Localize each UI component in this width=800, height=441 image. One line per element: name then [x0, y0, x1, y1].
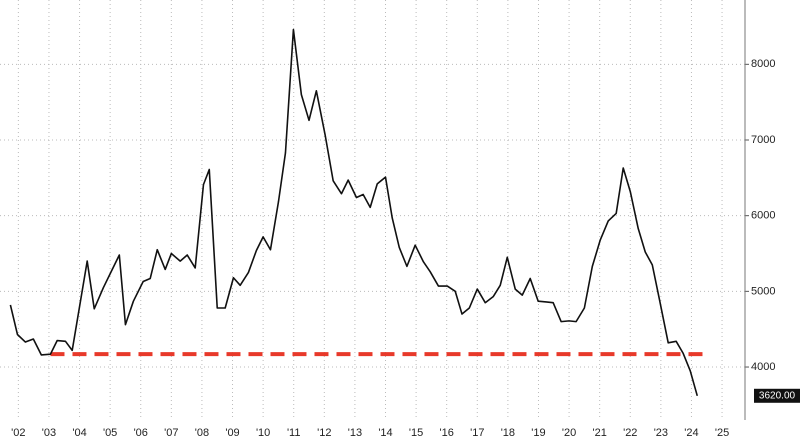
x-tick-label: '05 — [103, 427, 117, 439]
end-label-box — [754, 388, 800, 403]
x-tick-label: '12 — [317, 427, 331, 439]
y-tick-label: 6000 — [751, 210, 775, 222]
x-tick-label: '15 — [409, 427, 423, 439]
end-label: 3620.00 — [759, 390, 796, 401]
x-tick-label: '09 — [225, 427, 239, 439]
x-tick-label: '10 — [256, 427, 270, 439]
x-tick-label: '22 — [623, 427, 637, 439]
x-tick-label: '08 — [195, 427, 209, 439]
x-tick-label: '20 — [562, 427, 576, 439]
y-tick-label: 5000 — [751, 285, 775, 297]
x-tick-label: '17 — [470, 427, 484, 439]
x-tick-label: '11 — [287, 427, 301, 439]
x-tick-label: '07 — [164, 427, 178, 439]
x-tick-label: '23 — [654, 427, 668, 439]
x-tick-label: '16 — [440, 427, 454, 439]
x-tick-label: '25 — [715, 427, 729, 439]
x-tick-label: '18 — [501, 427, 515, 439]
x-tick-label: '13 — [348, 427, 362, 439]
x-tick-label: '04 — [72, 427, 86, 439]
y-tick-label: 7000 — [751, 134, 775, 146]
x-tick-label: '24 — [684, 427, 698, 439]
x-tick-label: '21 — [592, 427, 606, 439]
x-tick-label: '06 — [134, 427, 148, 439]
y-tick-label: 8000 — [751, 58, 775, 70]
y-tick-label: 4000 — [751, 361, 775, 373]
x-tick-label: '19 — [531, 427, 545, 439]
x-tick-label: '03 — [42, 427, 56, 439]
line — [9, 28, 699, 397]
x-tick-label: '02 — [11, 427, 25, 439]
x-tick-label: '14 — [378, 427, 392, 439]
